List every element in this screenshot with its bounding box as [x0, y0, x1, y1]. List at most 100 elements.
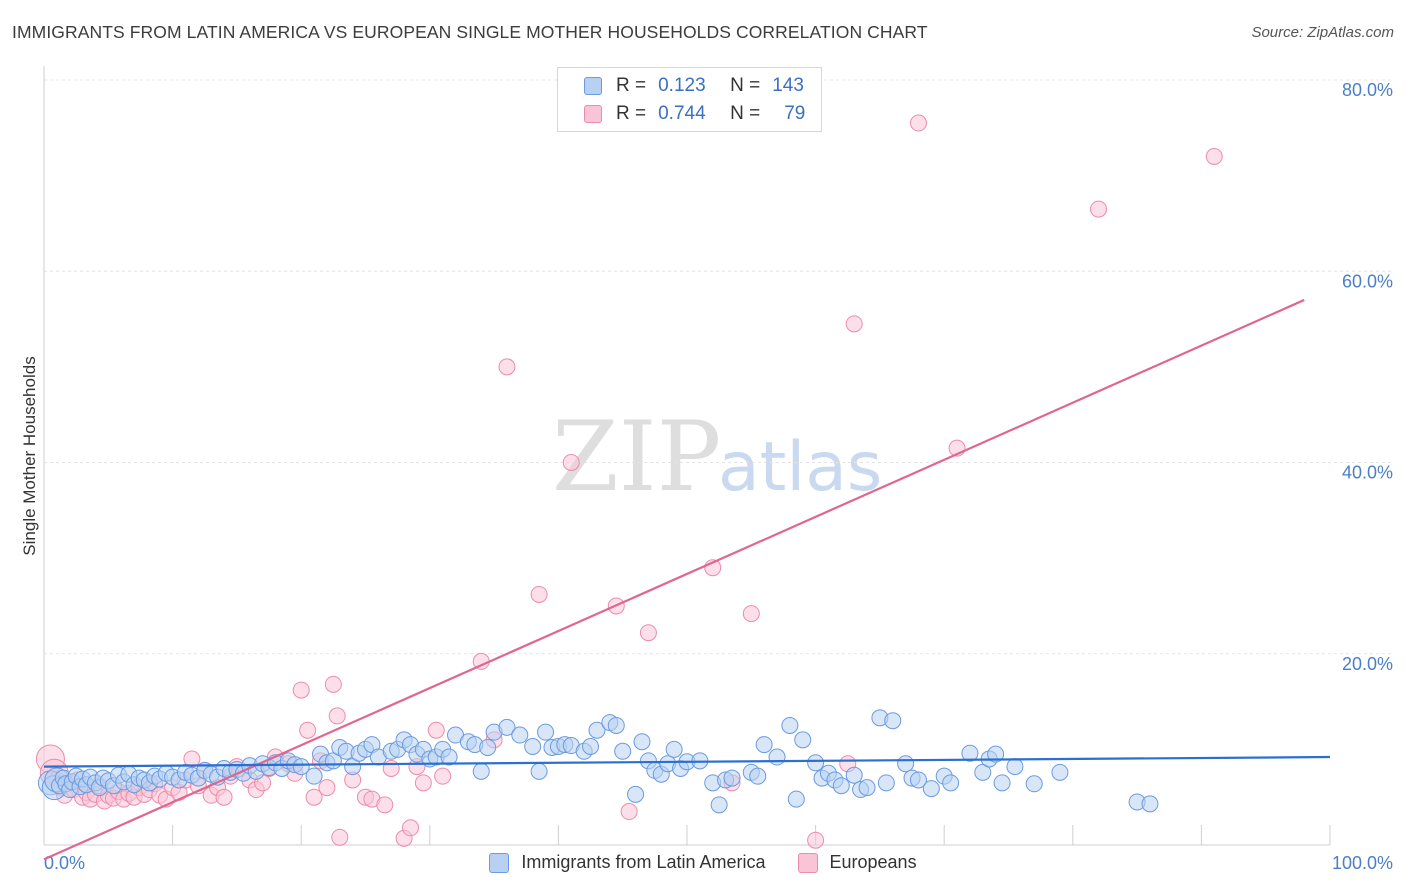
europeans-point: [1090, 200, 1108, 218]
latin-america-point: [781, 716, 799, 734]
latin-america-point: [1006, 758, 1024, 776]
latin-america-point: [710, 796, 728, 814]
watermark: ZIP atlas: [552, 401, 882, 513]
watermark-atlas: atlas: [718, 428, 882, 507]
latin-america-point: [787, 790, 805, 808]
europeans-point: [639, 624, 657, 642]
y-tick-label: 40.0%: [1342, 463, 1393, 483]
europeans-point: [215, 788, 233, 806]
stats-row-blue: R = 0.123 N = 143: [558, 72, 804, 100]
europeans-point: [324, 675, 342, 693]
y-tick-label: 60.0%: [1342, 271, 1393, 291]
latin-america-point: [1051, 763, 1069, 781]
blue-swatch: [584, 77, 602, 95]
legend-pink-label: Europeans: [829, 852, 917, 872]
europeans-point: [414, 774, 432, 792]
latin-america-point: [749, 767, 767, 785]
latin-america-point: [922, 780, 940, 798]
blue-n-label: N =: [730, 75, 761, 96]
europeans-point: [909, 114, 927, 132]
latin-america-point: [498, 718, 516, 736]
trend-lines: [43, 298, 1331, 861]
stats-box: R = 0.123 N = 143 R = 0.744 N = 79: [557, 67, 822, 132]
europeans-trend-line: [43, 298, 1305, 861]
europeans-point: [562, 454, 580, 471]
blue-r-value: 0.123: [658, 75, 706, 96]
latin-america-point: [530, 762, 548, 780]
europeans-point: [427, 721, 445, 739]
y-axis-label: Single Mother Households: [20, 356, 39, 555]
latin-america-point: [440, 748, 458, 766]
tick-labels: 20.0% 40.0% 60.0% 80.0% 0.0% 100.0%: [44, 80, 1393, 873]
pink-n-value: 79: [784, 103, 806, 124]
legend: Immigrants from Latin America Europeans: [0, 852, 1406, 873]
y-tick-label: 80.0%: [1342, 80, 1393, 100]
latin-america-point: [292, 758, 310, 776]
source-label: Source: ZipAtlas.com: [1251, 24, 1394, 41]
latin-america-point: [877, 774, 895, 792]
watermark-zip: ZIP: [552, 401, 721, 513]
europeans-point: [742, 605, 760, 623]
latin-america-point: [479, 738, 497, 756]
europeans-point: [376, 796, 394, 814]
pink-n-label: N =: [730, 103, 761, 124]
legend-blue-swatch: [489, 852, 510, 873]
europeans-point: [299, 721, 317, 739]
axes: [43, 66, 1331, 846]
latin-america-point: [884, 712, 902, 730]
latin-america-point: [961, 744, 979, 762]
europeans-point: [620, 803, 638, 821]
legend-blue-label: Immigrants from Latin America: [521, 852, 766, 872]
latin-america-point: [665, 740, 683, 758]
europeans-point: [845, 315, 863, 333]
latin-america-point: [858, 779, 876, 797]
latin-america-point: [987, 745, 1005, 763]
latin-america-point: [524, 738, 542, 756]
latin-america-point: [755, 736, 773, 754]
europeans-point: [328, 707, 346, 725]
latin-america-point: [607, 716, 625, 734]
latin-america-point: [807, 754, 825, 772]
pink-swatch: [584, 105, 602, 123]
blue-n-value: 143: [772, 75, 804, 96]
europeans-point: [331, 828, 349, 846]
europeans-point: [498, 358, 516, 376]
europeans-point: [318, 779, 336, 797]
europeans-point: [1205, 148, 1223, 165]
legend-pink-swatch: [797, 852, 818, 873]
latin-america-point: [993, 774, 1011, 792]
latin-america-trend-line: [43, 755, 1331, 768]
stats-row-pink: R = 0.744 N = 79: [558, 100, 805, 128]
latin-america-point: [588, 721, 606, 739]
legend-item-latin-america: Immigrants from Latin America: [489, 852, 766, 873]
latin-america-point: [1025, 775, 1043, 793]
latin-america-point: [537, 723, 555, 741]
x-tick-label: 0.0%: [44, 853, 85, 873]
latin-america-point: [909, 771, 927, 789]
latin-america-point: [768, 748, 786, 766]
europeans-point: [305, 788, 323, 806]
latin-america-point: [897, 755, 915, 773]
pink-r-value: 0.744: [658, 103, 706, 124]
latin-america-point: [472, 762, 490, 780]
latin-america-point: [633, 733, 651, 751]
x-tick-label: 100.0%: [1332, 853, 1393, 873]
europeans-point: [530, 585, 548, 603]
latin-america-point: [794, 731, 812, 749]
latin-america-point: [627, 785, 645, 803]
latin-america-point: [845, 766, 863, 784]
latin-america-point: [723, 769, 741, 787]
legend-item-europeans: Europeans: [797, 852, 917, 873]
europeans-point: [402, 819, 420, 837]
y-tick-label: 20.0%: [1342, 654, 1393, 674]
latin-america-points: [37, 709, 1159, 814]
chart-title: IMMIGRANTS FROM LATIN AMERICA VS EUROPEA…: [12, 22, 928, 42]
latin-america-point: [305, 767, 323, 785]
europeans-point: [434, 767, 452, 785]
latin-america-point: [614, 742, 632, 760]
latin-america-point: [511, 726, 529, 744]
europeans-point: [292, 681, 310, 699]
blue-r-label: R =: [616, 75, 647, 96]
europeans-point: [807, 831, 825, 849]
